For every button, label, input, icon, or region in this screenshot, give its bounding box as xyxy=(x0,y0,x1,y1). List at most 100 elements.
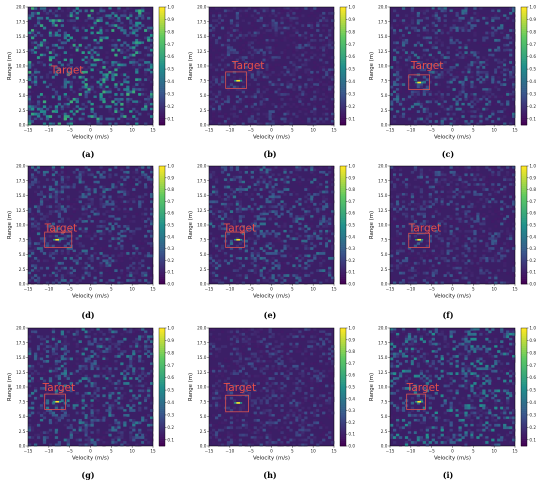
noise-cell xyxy=(150,75,154,79)
noise-cell xyxy=(48,58,53,62)
noise-cell xyxy=(304,112,308,116)
noise-cell xyxy=(244,166,248,169)
noise-cell xyxy=(419,105,424,109)
noise-cell xyxy=(268,26,272,30)
noise-cell xyxy=(120,73,124,77)
noise-cell xyxy=(250,180,254,184)
noise-cell xyxy=(69,220,73,223)
noise-cell xyxy=(42,58,47,62)
noise-cell xyxy=(322,269,326,273)
noise-cell xyxy=(114,107,118,111)
noise-cell xyxy=(464,29,468,32)
noise-cell xyxy=(93,46,97,50)
y-tick-label: 7.5 xyxy=(19,237,26,242)
noise-cell xyxy=(111,53,115,57)
noise-cell xyxy=(28,183,32,186)
noise-cell xyxy=(491,24,495,27)
noise-cell xyxy=(295,259,299,263)
noise-cell xyxy=(319,252,323,255)
noise-cell xyxy=(126,56,130,59)
noise-cell xyxy=(223,205,228,209)
noise-cell xyxy=(120,252,124,255)
noise-cell xyxy=(81,75,85,79)
noise-cell xyxy=(96,80,100,84)
noise-cell xyxy=(256,195,260,199)
noise-cell xyxy=(295,281,299,285)
noise-cell xyxy=(144,46,148,50)
noise-cell xyxy=(277,188,281,191)
noise-cell xyxy=(99,215,103,218)
colorbar: 0.10.20.30.40.50.60.70.80.91.0 xyxy=(158,5,174,126)
noise-cell xyxy=(307,78,311,82)
noise-cell xyxy=(328,41,332,45)
noise-cell xyxy=(123,24,127,27)
noise-cell xyxy=(274,34,278,37)
noise-cell xyxy=(283,168,287,172)
noise-cell xyxy=(455,90,459,94)
colorbar-tick-label: 0.2 xyxy=(167,104,174,109)
noise-cell xyxy=(126,7,130,10)
noise-cell xyxy=(69,14,73,18)
noise-cell xyxy=(66,66,70,69)
noise-cell xyxy=(235,217,240,221)
noise-cell xyxy=(464,21,468,25)
noise-cell xyxy=(485,43,489,47)
noise-cell xyxy=(295,36,299,40)
noise-cell xyxy=(93,170,97,174)
noise-cell xyxy=(316,252,320,255)
noise-cell xyxy=(401,61,406,64)
noise-cell xyxy=(289,120,293,123)
noise-cell xyxy=(36,180,41,184)
noise-cell xyxy=(28,75,32,79)
noise-cell xyxy=(307,234,311,238)
noise-cell xyxy=(467,95,471,99)
colorbar-segment xyxy=(159,26,165,29)
noise-cell xyxy=(271,9,275,13)
noise-cell xyxy=(431,68,435,72)
noise-cell xyxy=(220,205,225,209)
noise-cell xyxy=(271,185,275,189)
noise-cell xyxy=(111,24,115,27)
noise-cell xyxy=(87,78,91,82)
noise-cell xyxy=(63,85,67,89)
noise-cell xyxy=(87,168,91,172)
noise-cell xyxy=(108,197,112,201)
noise-cell xyxy=(410,90,415,94)
noise-cell xyxy=(108,210,112,214)
noise-cell xyxy=(129,21,133,25)
noise-cell xyxy=(214,53,219,57)
noise-cell xyxy=(126,170,130,174)
colorbar-tick-label: 0.5 xyxy=(167,67,174,72)
noise-cell xyxy=(63,115,67,118)
noise-cell xyxy=(313,107,317,111)
noise-cell xyxy=(132,63,136,67)
noise-cell xyxy=(129,249,133,253)
noise-cell xyxy=(310,195,314,199)
noise-cell xyxy=(473,102,477,106)
noise-cell xyxy=(117,197,121,201)
colorbar-segment xyxy=(521,50,527,53)
noise-cell xyxy=(211,112,216,116)
x-axis-label: Velocity (m/s) xyxy=(434,135,471,141)
noise-cell xyxy=(509,53,513,57)
colorbar-segment xyxy=(159,24,165,27)
noise-cell xyxy=(241,222,246,226)
noise-cell xyxy=(51,281,56,285)
noise-cell xyxy=(75,188,79,191)
noise-cell xyxy=(262,175,266,179)
noise-cell xyxy=(298,237,302,241)
noise-cell xyxy=(497,68,501,72)
noise-cell xyxy=(277,239,281,243)
noise-cell xyxy=(28,254,32,258)
noise-cell xyxy=(268,229,272,233)
noise-cell xyxy=(36,222,41,226)
noise-cell xyxy=(126,110,130,114)
noise-cell xyxy=(72,197,76,201)
noise-cell xyxy=(283,53,287,57)
noise-cell xyxy=(226,31,231,35)
noise-cell xyxy=(238,56,243,59)
noise-cell xyxy=(141,217,145,221)
noise-cell xyxy=(491,11,495,15)
noise-cell xyxy=(319,19,323,23)
noise-cell xyxy=(229,195,234,199)
